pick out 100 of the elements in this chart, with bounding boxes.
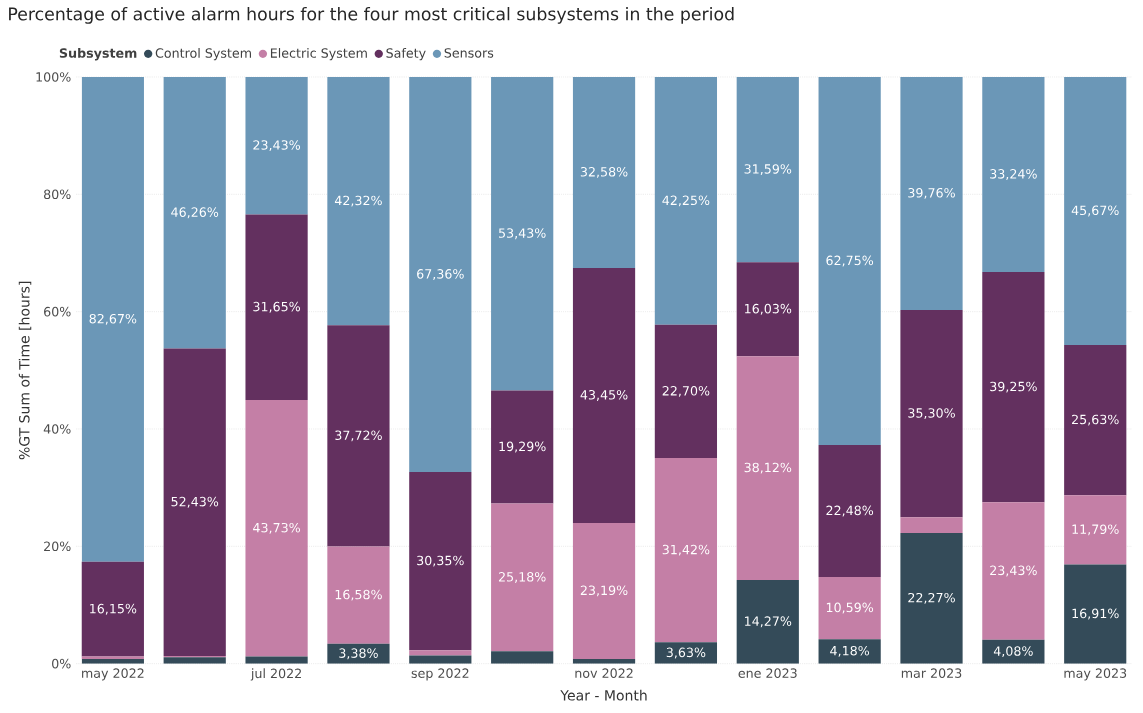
data-label: 35,30% [908, 408, 955, 420]
bar [327, 76, 390, 326]
data-label: 33,24% [990, 169, 1037, 180]
bar [654, 76, 718, 325]
bar [327, 325, 390, 547]
bar [736, 262, 799, 357]
bar [818, 577, 881, 640]
data-label: 22,70% [662, 385, 710, 397]
data-label: 10,59% [826, 602, 874, 614]
data-label: 4,08% [993, 646, 1033, 658]
bar [491, 76, 554, 391]
x-tick-label: sep 2022 [411, 668, 469, 681]
data-label: 82,67% [89, 313, 137, 325]
y-tick-label: 20% [44, 541, 71, 552]
data-label: 62,75% [826, 255, 874, 267]
bar [245, 76, 308, 215]
data-label: 31,42% [662, 544, 710, 556]
data-label: 11,79% [1072, 524, 1119, 536]
data-label: 22,48% [826, 505, 874, 517]
bar [736, 356, 799, 580]
bar [572, 268, 636, 523]
bar [900, 76, 963, 311]
y-tick-label: 40% [43, 424, 71, 434]
bar [1064, 344, 1127, 496]
bar [1064, 76, 1127, 345]
data-label: 22,27% [908, 592, 955, 604]
x-tick-label: jul 2022 [250, 668, 301, 681]
y-tick-label: 80% [44, 189, 71, 200]
data-label: 37,72% [335, 430, 382, 442]
y-tick-label: 0% [52, 658, 71, 669]
data-label: 67,36% [417, 269, 464, 280]
bar [572, 76, 636, 269]
data-label: 16,03% [745, 303, 792, 315]
bar [818, 639, 881, 664]
bar [409, 472, 472, 651]
bar [900, 310, 963, 518]
bar [491, 390, 554, 504]
data-label: 42,32% [334, 195, 382, 207]
bar [1064, 564, 1127, 664]
bar [163, 657, 226, 664]
y-axis-title: %GT Sum of Time [hours] [18, 281, 32, 460]
bar [81, 561, 144, 657]
bar [982, 272, 1045, 503]
bar [900, 517, 963, 533]
bar [491, 503, 554, 652]
bar [654, 642, 718, 664]
data-label: 45,67% [1071, 205, 1119, 217]
data-label: 46,26% [171, 207, 219, 219]
data-label: 31,59% [744, 164, 792, 176]
data-label: 32,58% [580, 166, 628, 178]
bar [409, 650, 472, 656]
data-label: 30,35% [417, 555, 464, 567]
data-label: 19,29% [499, 441, 546, 453]
bar [245, 400, 308, 657]
bar [1064, 495, 1127, 565]
bar [818, 76, 881, 446]
bar [491, 651, 554, 664]
bar [81, 76, 144, 562]
bar [818, 445, 881, 577]
y-tick-label: 60% [44, 306, 71, 317]
data-label: 16,91% [1072, 608, 1119, 620]
data-label: 39,76% [908, 188, 955, 199]
data-label: 43,45% [580, 390, 628, 401]
bar [245, 214, 308, 401]
data-label: 3,38% [339, 648, 378, 660]
data-label: 42,25% [662, 195, 710, 207]
bar [409, 655, 472, 664]
legend-title: Subsystem [59, 48, 137, 61]
data-label: 25,63% [1072, 414, 1119, 426]
bar [982, 502, 1045, 640]
data-label: 43,73% [253, 522, 301, 534]
data-label: 38,12% [744, 462, 792, 474]
bar [654, 324, 718, 459]
data-label: 39,25% [990, 381, 1037, 393]
legend-label: Electric System [270, 48, 367, 61]
x-tick-label: nov 2022 [575, 668, 633, 678]
data-label: 4,18% [830, 645, 870, 657]
bar [900, 533, 963, 664]
chart-title: Percentage of active alarm hours for the four most critical subsystems in the period [9, 7, 734, 24]
legend-label: Safety [386, 48, 426, 61]
bar [409, 76, 472, 473]
data-label: 52,43% [171, 496, 219, 508]
bar [736, 76, 799, 263]
bar [163, 348, 226, 657]
y-tick-label: 100% [36, 72, 71, 82]
bar [163, 77, 226, 349]
bar [982, 76, 1045, 272]
data-label: 23,43% [253, 140, 301, 152]
x-axis-title: Year - Month [560, 689, 647, 701]
legend-label: Sensors [444, 48, 494, 58]
x-tick-label: ene 2023 [738, 668, 797, 678]
data-label: 53,43% [499, 228, 546, 240]
x-tick-label: mar 2023 [901, 668, 962, 678]
data-label: 3,63% [666, 647, 706, 659]
bar [327, 546, 390, 644]
data-label: 23,19% [580, 585, 628, 597]
data-label: 14,27% [745, 616, 792, 628]
x-tick-label: may 2022 [82, 668, 144, 681]
data-label: 23,43% [990, 565, 1037, 577]
bar [654, 458, 718, 643]
